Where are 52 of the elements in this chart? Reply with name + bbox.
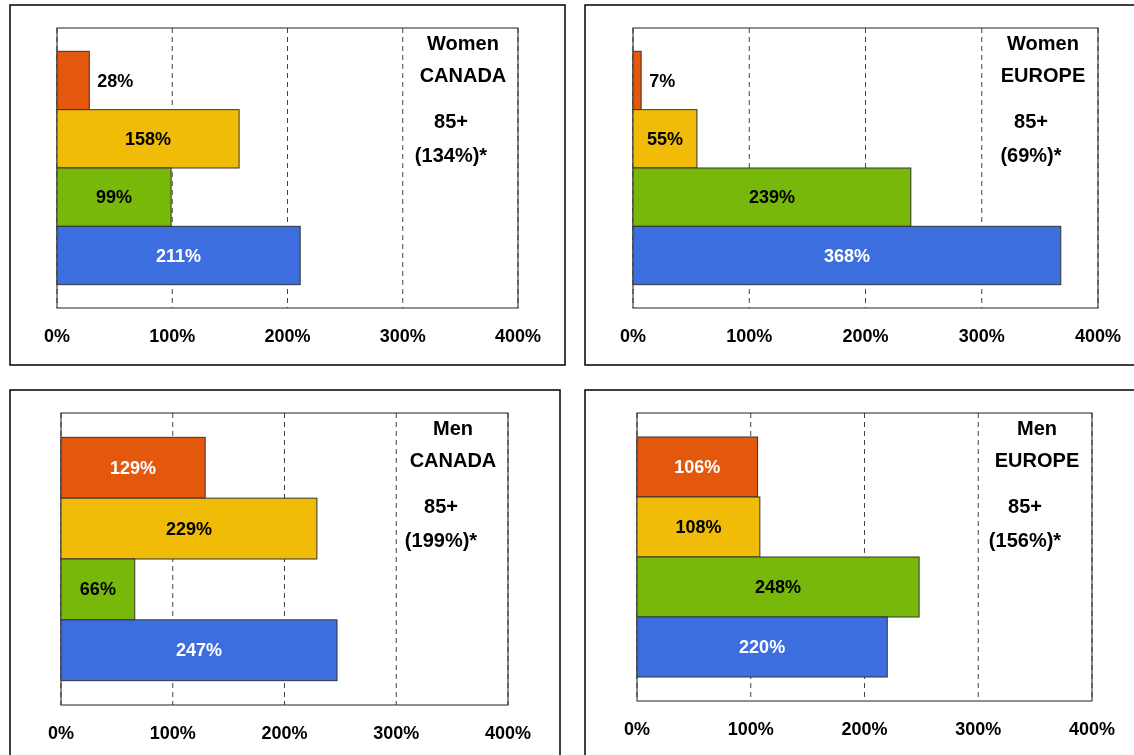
text: EUROPE: [1000, 64, 1086, 86]
x-tick-label: 0%: [43, 326, 71, 346]
text: EUROPE: [994, 449, 1080, 471]
data-label: 158%: [125, 128, 172, 149]
data-label: 66%: [79, 579, 116, 600]
annotation: (199%)*: [404, 529, 478, 551]
chart-title: Men: [433, 417, 473, 439]
x-tick-label: 200%: [842, 326, 889, 346]
chart-title: Women: [1007, 32, 1079, 54]
text: CANADA: [409, 449, 497, 471]
x-tick-label: 0%: [47, 723, 75, 743]
data-label: 248%: [755, 577, 802, 597]
annotation: (69%)*: [1000, 144, 1062, 166]
data-label: 247%: [175, 640, 223, 661]
x-tick-label: 100%: [727, 719, 774, 739]
x-tick-label: 400%: [494, 326, 542, 346]
data-label: 99%: [96, 187, 133, 208]
data-label: 220%: [739, 637, 786, 657]
x-tick-label: 200%: [261, 723, 308, 743]
annotation: (156%)*: [988, 529, 1062, 551]
x-tick-label: 300%: [958, 326, 1005, 346]
x-tick-label: 100%: [726, 326, 773, 346]
data-label: 7%: [649, 70, 676, 91]
x-tick-label: 400%: [1074, 326, 1122, 346]
data-label: 239%: [748, 187, 795, 208]
data-label: 229%: [165, 518, 212, 539]
chart-title: Women: [427, 32, 499, 54]
x-tick-label: 300%: [955, 719, 1002, 739]
x-tick-label: 0%: [619, 326, 647, 346]
data-label: 129%: [110, 457, 157, 478]
annotation: 85+: [434, 110, 468, 132]
chart-title: Men: [1017, 417, 1057, 439]
annotation: 85+: [1008, 495, 1042, 517]
x-tick-label: 100%: [149, 326, 196, 346]
data-label: 368%: [823, 245, 870, 266]
data-label: 211%: [156, 245, 202, 266]
x-tick-label: 300%: [379, 326, 426, 346]
x-tick-label: 300%: [373, 723, 420, 743]
x-tick-label: 100%: [149, 723, 196, 743]
x-tick-label: 400%: [1068, 719, 1116, 739]
annotation: 85+: [424, 495, 458, 517]
data-label: 55%: [646, 128, 683, 149]
x-tick-label: 200%: [841, 719, 888, 739]
data-label: 28%: [97, 70, 134, 91]
data-label: 106%: [674, 457, 721, 477]
x-tick-label: 200%: [264, 326, 311, 346]
annotation: (134%)*: [414, 144, 488, 166]
text: CANADA: [419, 64, 507, 86]
x-tick-label: 400%: [484, 723, 532, 743]
data-label: 108%: [675, 517, 722, 537]
annotation: 85+: [1014, 110, 1048, 132]
x-tick-label: 0%: [623, 719, 651, 739]
